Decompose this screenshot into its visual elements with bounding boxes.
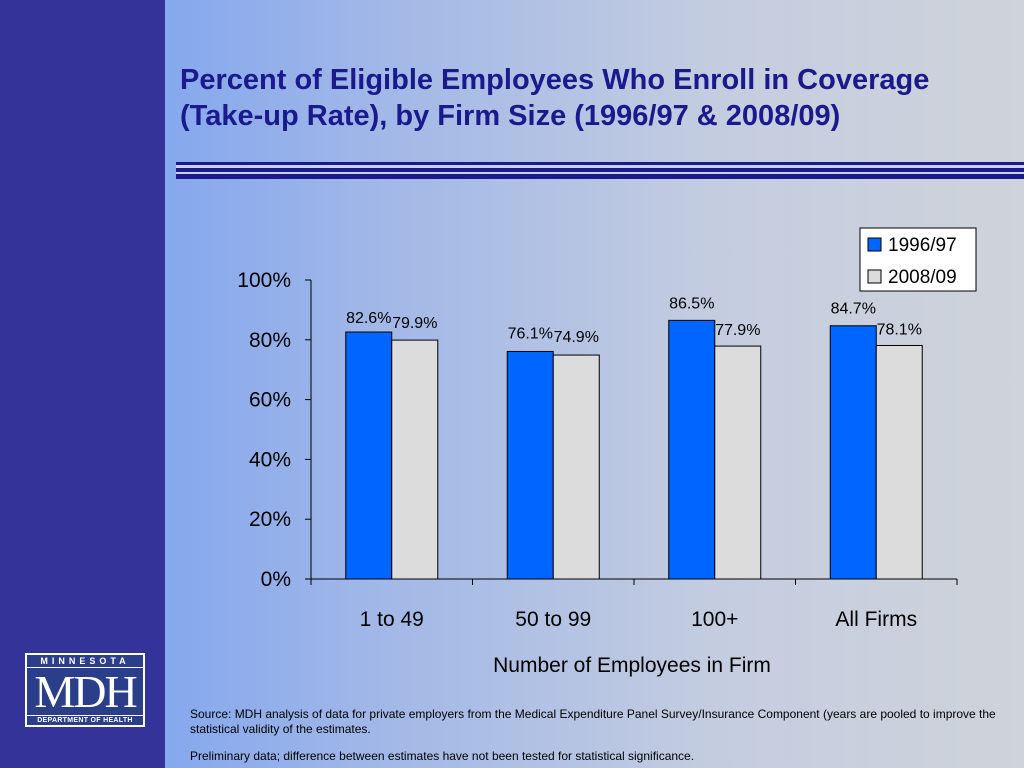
bar-2008-09 <box>714 345 762 580</box>
plot-area: 0% 20% 40% 60% 80% 100% 1 to 49 82.6% 79.9% 50 to… <box>237 269 958 631</box>
slide-title: Percent of Eligible Employees Who Enroll… <box>180 64 930 132</box>
y-tick-label: 80% <box>249 329 291 352</box>
legend-label-1996: 1996/97 <box>888 235 957 256</box>
preliminary-note: Preliminary data; difference between est… <box>190 749 695 763</box>
data-label: 82.6% <box>346 310 391 327</box>
mdh-logo: MINNESOTA MDH DEPARTMENT OF HEALTH <box>25 653 145 727</box>
logo-top-text: MINNESOTA <box>27 655 143 667</box>
y-tick-label: 20% <box>249 508 291 531</box>
title-rule <box>176 162 1024 179</box>
y-tick-label: 40% <box>249 448 291 471</box>
data-label: 84.7% <box>831 301 876 318</box>
x-tick-label: All Firms <box>835 608 917 631</box>
y-tick-label: 60% <box>249 389 291 412</box>
bar-2008-09 <box>552 354 600 580</box>
data-label: 77.9% <box>715 322 760 339</box>
data-label: 78.1% <box>877 321 922 338</box>
y-tick-label: 100% <box>237 269 291 292</box>
bar-2008-09 <box>875 344 923 580</box>
data-label: 76.1% <box>508 325 553 342</box>
legend-swatch-2008 <box>867 269 882 284</box>
bar-1996-97 <box>506 350 554 580</box>
legend: 1996/97 2008/09 <box>859 227 977 292</box>
x-tick-label: 100+ <box>691 608 738 631</box>
logo-bottom-text: DEPARTMENT OF HEALTH <box>27 716 143 725</box>
bar-2008-09 <box>391 339 439 580</box>
data-label: 86.5% <box>669 295 714 312</box>
y-tick-label: 0% <box>261 568 291 591</box>
bar-1996-97 <box>345 331 393 580</box>
legend-swatch-1996 <box>867 237 882 252</box>
data-label: 79.9% <box>392 315 437 332</box>
data-label: 74.9% <box>554 329 599 346</box>
logo-main-text: MDH <box>27 668 143 715</box>
legend-label-2008: 2008/09 <box>888 267 957 288</box>
x-tick-label: 50 to 99 <box>515 608 591 631</box>
bar-1996-97 <box>829 325 877 580</box>
x-axis-title: Number of Employees in Firm <box>493 654 771 677</box>
sidebar: MINNESOTA MDH DEPARTMENT OF HEALTH <box>0 0 165 768</box>
source-note: Source: MDH analysis of data for private… <box>190 707 996 736</box>
x-tick-label: 1 to 49 <box>360 608 424 631</box>
bar-1996-97 <box>668 319 716 580</box>
